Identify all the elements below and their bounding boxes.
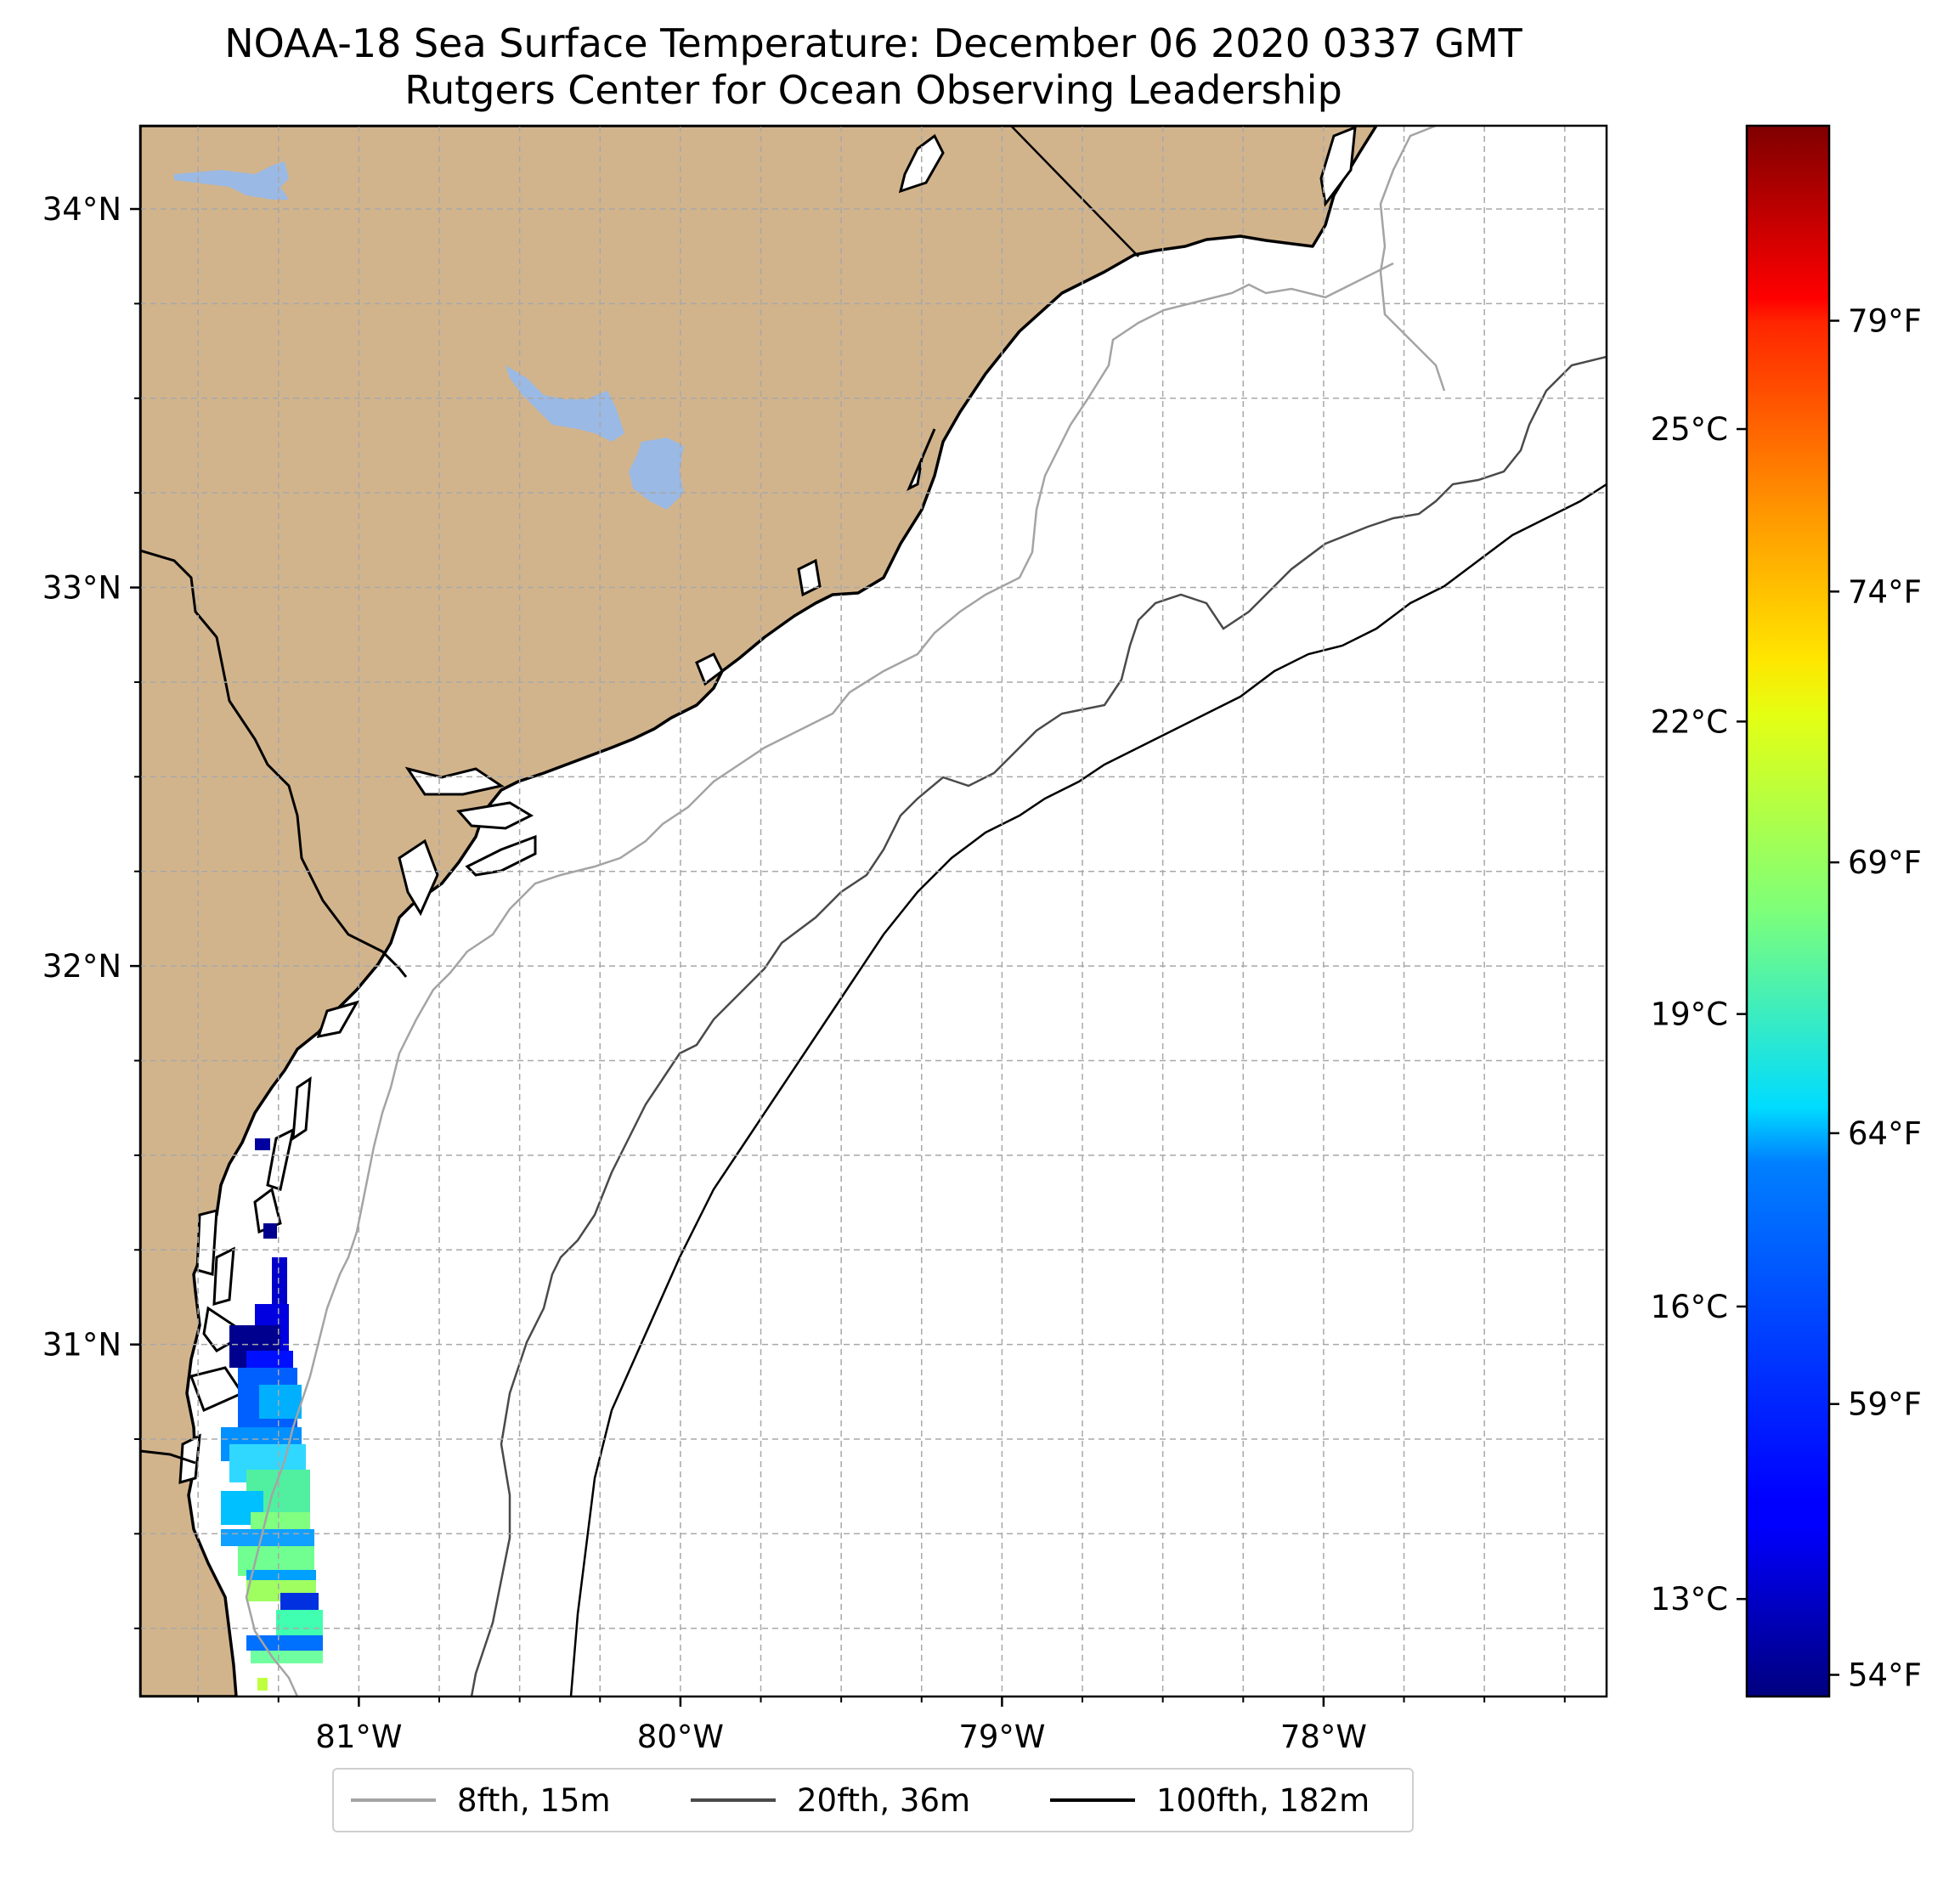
map-frame	[138, 124, 1608, 1698]
colorbar-fahrenheit-label: 69°F	[1848, 844, 1922, 881]
legend-label-100fth: 100fth, 182m	[1156, 1781, 1370, 1819]
legend-line-8fth	[351, 1798, 436, 1802]
legend-label-20fth: 20fth, 36m	[797, 1781, 971, 1819]
state-boundary-nc-sc	[1010, 126, 1139, 257]
legend-label-8fth: 8fth, 15m	[457, 1781, 611, 1819]
legend-line-20fth	[691, 1798, 776, 1802]
colorbar-celsius-label: 13°C	[1651, 1581, 1728, 1617]
legend-entry-20fth: 20fth, 36m	[691, 1770, 970, 1831]
lakes	[174, 161, 684, 510]
colorbar-fahrenheit-label: 79°F	[1848, 303, 1922, 340]
colorbar-celsius-label: 22°C	[1651, 703, 1728, 740]
lat-tick-label: 32°N	[42, 948, 121, 985]
legend-entry-100fth: 100fth, 182m	[1050, 1770, 1370, 1831]
lon-tick-label: 81°W	[315, 1719, 402, 1755]
sst-swath	[221, 1138, 323, 1691]
figure-subtitle: Rutgers Center for Ocean Observing Leade…	[404, 67, 1342, 113]
state-boundary-sc-ga	[140, 549, 408, 978]
lat-tick-label: 31°N	[42, 1327, 121, 1363]
colorbar-celsius-axis: 25°C 22°C 19°C 16°C 13°C	[1651, 411, 1747, 1617]
lon-tick-label: 79°W	[958, 1719, 1045, 1755]
isobath-8fth	[245, 126, 1446, 1697]
colorbar-bar	[1745, 124, 1831, 1698]
colorbar-fahrenheit-label: 54°F	[1848, 1657, 1922, 1693]
graticule	[140, 126, 1607, 1697]
colorbar-celsius-label: 25°C	[1651, 411, 1728, 448]
lon-axis: 81°W 80°W 79°W 78°W	[197, 1697, 1566, 1755]
isobath-20fth	[470, 355, 1607, 1697]
legend-line-100fth	[1050, 1798, 1135, 1802]
legend-entry-8fth: 8fth, 15m	[351, 1770, 611, 1831]
lat-tick-label: 34°N	[42, 191, 121, 228]
lat-axis: 34°N 33°N 32°N 31°N	[42, 191, 140, 1629]
lon-tick-label: 80°W	[637, 1719, 724, 1755]
isobath-100fth	[569, 483, 1607, 1697]
isobath-legend: 8fth, 15m 20fth, 36m 100fth, 182m	[332, 1768, 1414, 1832]
colorbar-celsius-label: 16°C	[1651, 1289, 1728, 1325]
state-boundary-ga-fl	[140, 1449, 196, 1465]
colorbar-fahrenheit-axis: 79°F 74°F 69°F 64°F 59°F 54°F	[1829, 303, 1922, 1693]
land-mass	[140, 126, 1378, 1697]
colorbar-celsius-label: 19°C	[1651, 996, 1728, 1033]
colorbar-fahrenheit-label: 59°F	[1848, 1386, 1922, 1423]
figure-title: NOAA-18 Sea Surface Temperature: Decembe…	[224, 20, 1522, 66]
colorbar-fahrenheit-label: 64°F	[1848, 1115, 1922, 1152]
lat-tick-label: 33°N	[42, 570, 121, 607]
lon-tick-label: 78°W	[1280, 1719, 1367, 1755]
colorbar-fahrenheit-label: 74°F	[1848, 573, 1922, 610]
